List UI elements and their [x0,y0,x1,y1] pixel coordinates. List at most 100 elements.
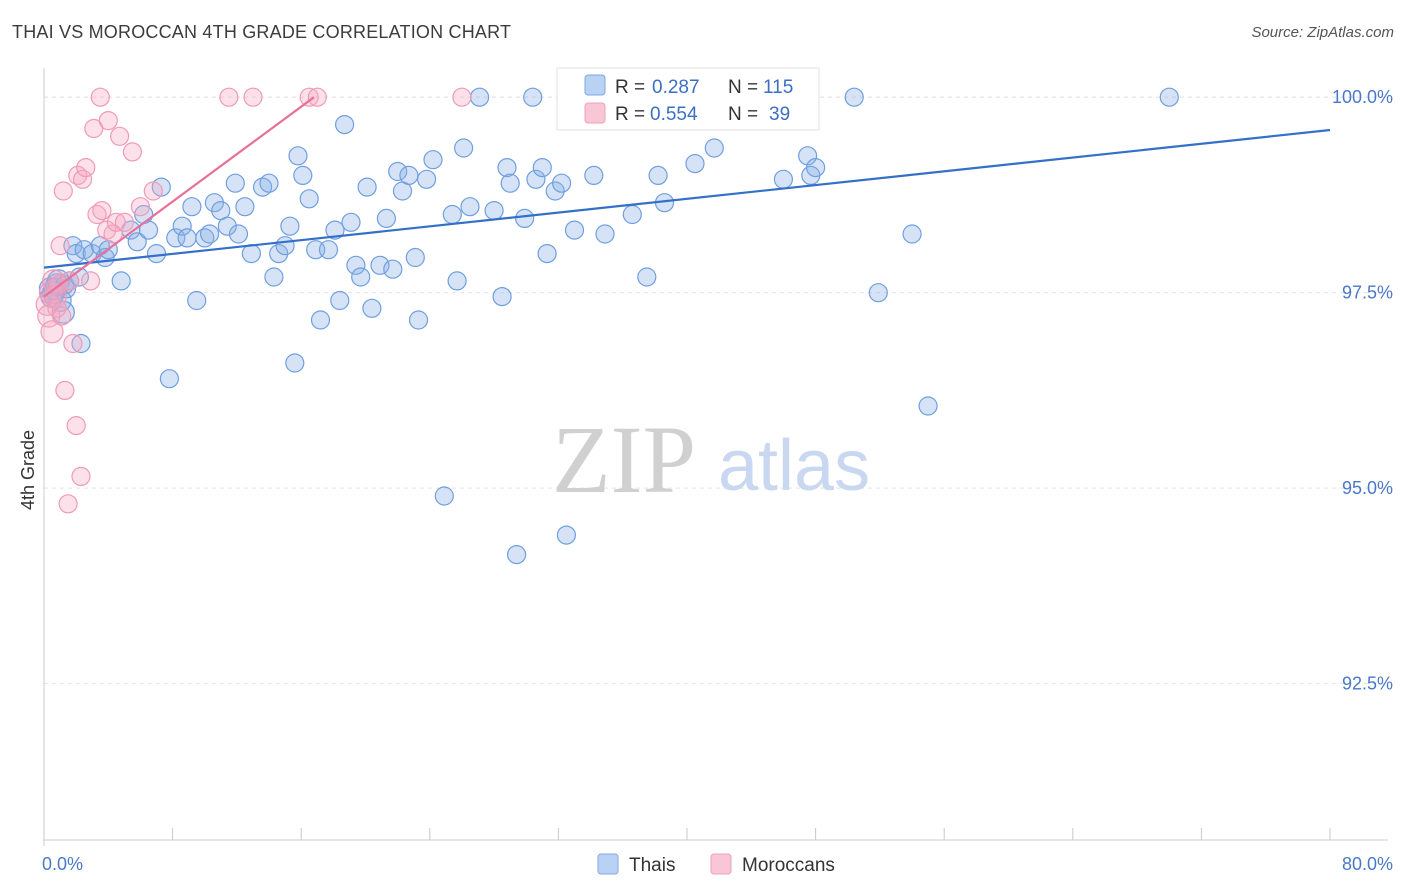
thai-point [434,486,454,506]
thai-point [71,333,91,354]
thai-point [442,204,462,225]
thai-point [269,244,289,264]
thai-point [622,204,642,225]
watermark-atlas: atlas [718,426,870,506]
moroccan-point [60,271,80,291]
moroccan-point [66,416,86,436]
thai-point [844,87,864,107]
moroccan-point [299,87,319,107]
y-tick-label: 100.0% [1332,87,1393,107]
thai-point [805,158,826,178]
thai-point [235,197,255,217]
moroccan-point [106,212,126,232]
thai-point [275,236,295,256]
moroccan-point [71,466,91,486]
moroccan-point [72,169,93,189]
thai-point [310,310,331,330]
thai-point [545,181,565,201]
moroccan-point [103,224,123,244]
thai-point [405,247,425,268]
trend-lines [43,96,1331,298]
moroccan-point [50,236,70,256]
thai-point [388,161,408,182]
grid-lines [44,96,1388,685]
thai-point [637,267,657,287]
moroccan-point [122,142,142,162]
watermark-zip: ZIP [552,406,696,513]
thai-point [200,224,220,244]
thai-point [484,201,504,221]
tick-labels: 92.5% 95.0% 97.5% 100.0% 0.0% 80.0% [42,87,1393,874]
thai-point [537,244,557,264]
x-tick-label-min: 0.0% [42,854,83,874]
y-tick-label: 95.0% [1342,478,1393,498]
legend-moroccans-label: Moroccans [742,855,835,876]
thai-swatch [584,74,606,96]
thai-point [187,290,207,311]
moroccan-point [92,201,112,221]
thai-point [159,369,179,389]
thai-point [523,87,543,107]
axes [43,68,1388,846]
y-tick-label: 97.5% [1342,283,1393,303]
thai-point [902,224,922,244]
thai-point [280,216,300,236]
thai-point [1159,87,1179,107]
source-label: Source: ZipAtlas.com [1251,24,1394,41]
thai-point [357,177,377,197]
thai-point [447,271,467,291]
thai-point [127,232,147,252]
thai-point [685,154,705,174]
thai-point [470,87,490,107]
thai-point [506,544,527,565]
thai-n-value: 115 [763,77,793,98]
thai-point [259,173,279,193]
thai-point [556,525,577,545]
thai-point [648,165,668,185]
thai-point [293,165,313,185]
thai-point [492,287,512,307]
thai-point [514,208,535,228]
thai-point [918,396,938,416]
thai-point [299,189,319,209]
thai-point [497,158,517,178]
moroccan-point [307,87,327,107]
thai-point [370,255,390,275]
thai-point [318,240,339,260]
thai-point [225,173,245,193]
thai-point [564,220,585,240]
y-tick-label: 92.5% [1342,674,1393,694]
thai-point [335,114,355,135]
thai-point [460,197,480,217]
thai-point [376,208,396,228]
moroccan-n-value: 39 [769,104,790,125]
watermark: ZIP atlas [552,406,870,513]
moroccan-point [130,197,150,217]
thai-point [417,169,437,189]
thai-point [285,353,305,373]
thai-point [351,267,371,287]
thai-point [288,146,308,166]
moroccan-point [452,87,472,107]
thai-point [138,220,159,240]
moroccan-r-value: 0.554 [650,104,698,125]
legend-moroccans-swatch [710,853,732,875]
moroccan-point [55,380,75,400]
moroccan-point [52,306,72,326]
stats-legend: R = 0.287 N = 115 R = 0.554 N = 39 [556,67,820,131]
thai-point [166,228,186,248]
series-moroccans [35,87,472,514]
thai-r-value: 0.287 [652,77,700,98]
moroccan-swatch [584,102,606,124]
thai-point [228,224,249,244]
moroccan-point [76,158,96,178]
thai-point [177,228,197,248]
chart-title: THAI VS MOROCCAN 4TH GRADE CORRELATION C… [12,22,512,42]
thai-point [584,165,604,185]
thai-point [532,158,552,178]
thai-point [172,216,192,236]
moroccan-point [98,110,118,131]
moroccan-trend-line [43,96,315,298]
moroccan-point [143,181,163,201]
